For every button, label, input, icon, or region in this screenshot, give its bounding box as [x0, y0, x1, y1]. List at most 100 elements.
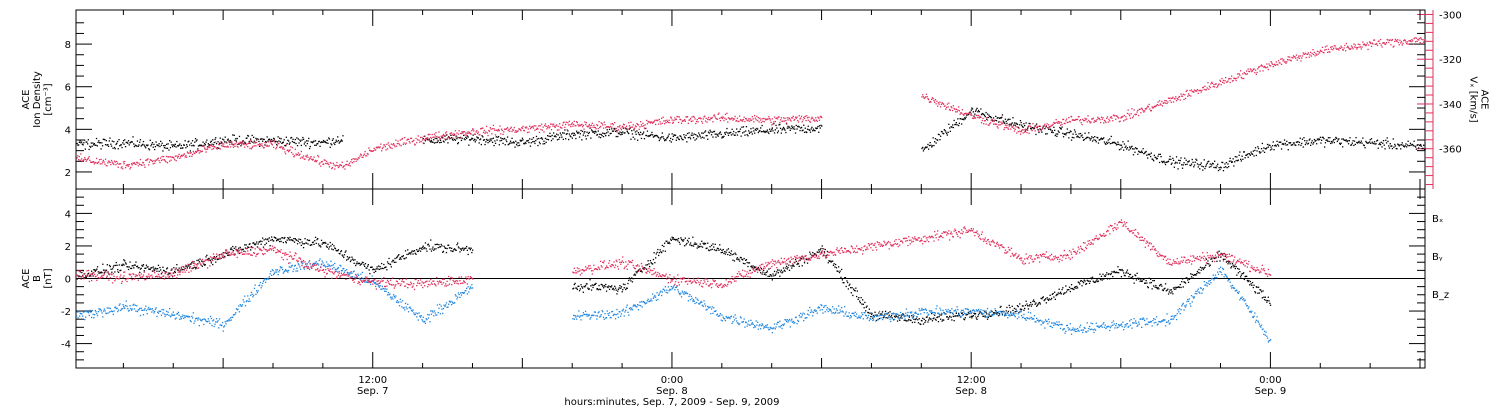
- data-point: [818, 249, 819, 250]
- data-point: [1377, 140, 1378, 141]
- data-point: [193, 267, 194, 268]
- data-point: [1310, 145, 1311, 146]
- data-point: [1039, 302, 1040, 303]
- data-point: [1023, 132, 1024, 133]
- data-point: [785, 267, 786, 268]
- data-point: [1162, 105, 1163, 106]
- data-point: [301, 151, 302, 152]
- data-point: [1249, 284, 1250, 285]
- data-point: [714, 114, 715, 115]
- data-point: [88, 273, 89, 274]
- data-point: [595, 128, 596, 129]
- data-point: [1103, 137, 1104, 138]
- data-point: [1285, 143, 1286, 144]
- data-point: [372, 266, 373, 267]
- data-point: [1152, 159, 1153, 160]
- data-point: [1220, 81, 1221, 82]
- data-point: [724, 132, 725, 133]
- data-point: [601, 134, 602, 135]
- data-point: [1083, 282, 1084, 283]
- data-point: [432, 248, 433, 249]
- data-point: [655, 124, 656, 125]
- data-point: [1396, 148, 1397, 149]
- data-point: [234, 135, 235, 136]
- data-point: [1309, 57, 1310, 58]
- data-point: [230, 249, 231, 250]
- data-point: [333, 138, 334, 139]
- data-point: [516, 144, 517, 145]
- data-point: [615, 288, 616, 289]
- data-point: [1078, 116, 1079, 117]
- data-point: [582, 131, 583, 132]
- data-point: [1115, 119, 1116, 120]
- data-point: [318, 156, 319, 157]
- data-point: [950, 110, 951, 111]
- data-point: [1230, 263, 1231, 264]
- data-point: [223, 139, 224, 140]
- data-point: [1303, 146, 1304, 147]
- data-point: [314, 240, 315, 241]
- data-point: [409, 141, 410, 142]
- data-point: [541, 137, 542, 138]
- data-point: [132, 141, 133, 142]
- data-point: [246, 137, 247, 138]
- data-point: [502, 143, 503, 144]
- data-point: [529, 138, 530, 139]
- data-point: [760, 127, 761, 128]
- data-point: [144, 270, 145, 271]
- data-point: [1386, 42, 1387, 43]
- data-point: [792, 117, 793, 118]
- data-point: [129, 310, 130, 311]
- data-point: [188, 152, 189, 153]
- data-point: [1233, 165, 1234, 166]
- data-point: [1361, 141, 1362, 142]
- data-point: [1355, 44, 1356, 45]
- data-point: [1222, 82, 1223, 83]
- data-point: [317, 143, 318, 144]
- data-point: [316, 145, 317, 146]
- data-point: [1356, 48, 1357, 49]
- data-point: [313, 159, 314, 160]
- data-point: [326, 142, 327, 143]
- data-point: [180, 316, 181, 317]
- data-point: [350, 165, 351, 166]
- data-point: [729, 252, 730, 253]
- data-point: [406, 254, 407, 255]
- data-point: [680, 136, 681, 137]
- data-point: [1117, 144, 1118, 145]
- data-point: [98, 311, 99, 312]
- data-point: [1240, 159, 1241, 160]
- data-point: [267, 136, 268, 137]
- data-point: [712, 132, 713, 133]
- data-point: [1183, 286, 1184, 287]
- data-point: [718, 136, 719, 137]
- data-point: [813, 129, 814, 130]
- data-point: [240, 145, 241, 146]
- data-point: [86, 141, 87, 142]
- data-point: [209, 147, 210, 148]
- data-point: [665, 120, 666, 121]
- data-point: [1143, 110, 1144, 111]
- data-point: [453, 138, 454, 139]
- data-point: [1352, 47, 1353, 48]
- data-point: [901, 317, 902, 318]
- data-point: [266, 243, 267, 244]
- data-point: [493, 125, 494, 126]
- data-point: [159, 271, 160, 272]
- data-point: [338, 140, 339, 141]
- data-point: [142, 266, 143, 267]
- data-point: [1153, 160, 1154, 161]
- data-point: [1273, 66, 1274, 67]
- data-point: [117, 269, 118, 270]
- data-point: [1421, 39, 1422, 40]
- data-point: [979, 111, 980, 112]
- data-point: [1152, 280, 1153, 281]
- data-point: [570, 136, 571, 137]
- data-point: [91, 271, 92, 272]
- data-point: [605, 135, 606, 136]
- data-point: [948, 106, 949, 107]
- data-point: [393, 260, 394, 261]
- data-point: [918, 322, 919, 323]
- data-point: [1301, 57, 1302, 58]
- data-point: [662, 123, 663, 124]
